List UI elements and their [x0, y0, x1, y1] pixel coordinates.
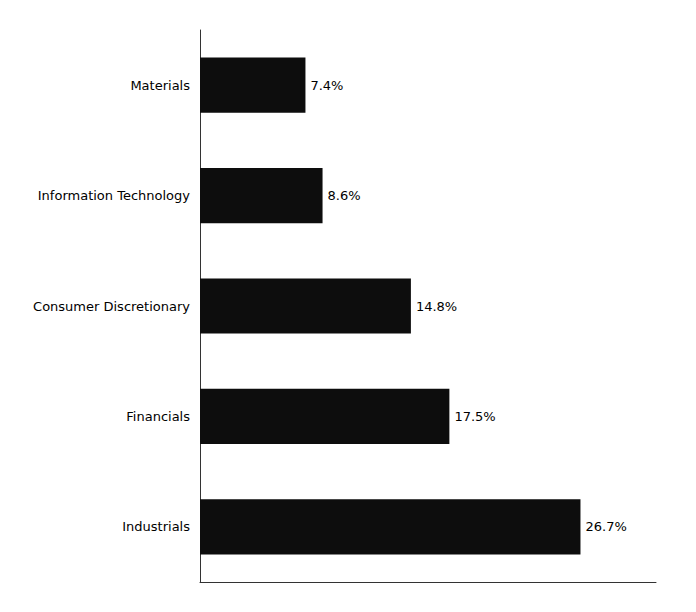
svg-text:17.5%: 17.5% — [454, 409, 495, 424]
svg-text:Consumer Discretionary: Consumer Discretionary — [33, 299, 190, 314]
svg-text:Materials: Materials — [130, 78, 190, 93]
svg-text:Industrials: Industrials — [122, 519, 190, 534]
svg-text:Financials: Financials — [126, 409, 190, 424]
svg-text:8.6%: 8.6% — [328, 188, 361, 203]
svg-text:Information Technology: Information Technology — [38, 188, 191, 203]
svg-text:7.4%: 7.4% — [310, 78, 343, 93]
svg-text:14.8%: 14.8% — [416, 299, 457, 314]
svg-text:26.7%: 26.7% — [585, 519, 626, 534]
